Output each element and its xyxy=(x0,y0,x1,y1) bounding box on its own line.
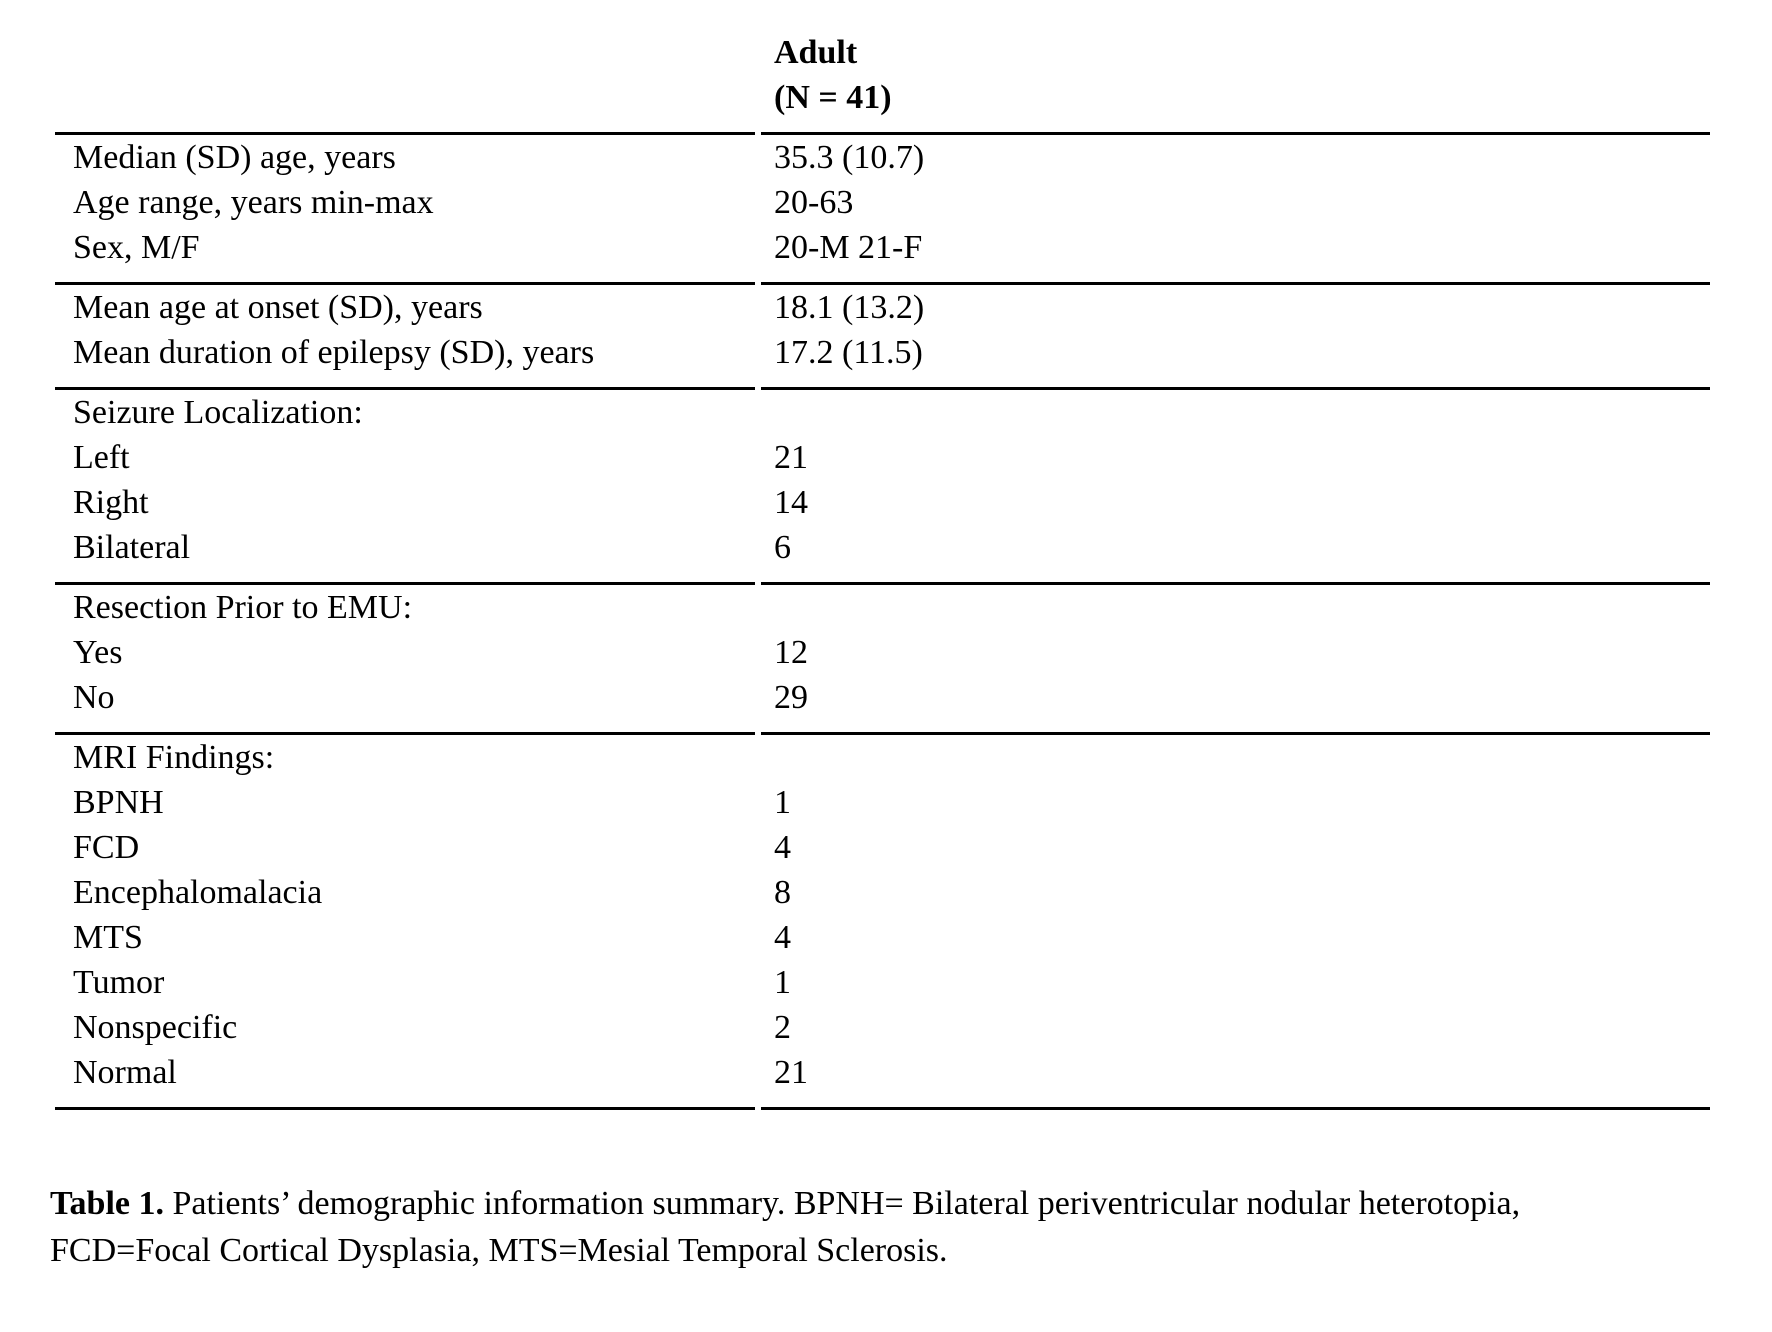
table-row: Sex, M/F 20-M 21-F xyxy=(55,225,1710,285)
table-row: Median (SD) age, years 35.3 (10.7) xyxy=(55,135,1710,180)
section-label: Resection Prior to EMU: xyxy=(73,589,413,626)
caption-text: Patients’ demographic information summar… xyxy=(50,1185,1521,1269)
table-row: Normal 21 xyxy=(55,1050,1710,1110)
table-row: Bilateral 6 xyxy=(55,525,1710,585)
column-header-line2: (N = 41) xyxy=(761,75,1710,135)
row-value: 14 xyxy=(774,484,808,521)
row-label: Nonspecific xyxy=(73,1009,238,1046)
row-value: 2 xyxy=(774,1009,791,1046)
row-label: Normal xyxy=(55,1050,755,1110)
table-row: FCD 4 xyxy=(55,825,1710,870)
header-spacer-cell xyxy=(55,30,755,75)
row-value xyxy=(761,585,1710,630)
table-row: Tumor 1 xyxy=(55,960,1710,1005)
table-row: Mean duration of epilepsy (SD), years 17… xyxy=(55,330,1710,390)
row-value: 18.1 (13.2) xyxy=(774,289,925,326)
table-row: Yes 12 xyxy=(55,630,1710,675)
table-row: Mean age at onset (SD), years 18.1 (13.2… xyxy=(55,285,1710,330)
row-value: 12 xyxy=(774,634,808,671)
section-label: MRI Findings: xyxy=(73,739,275,776)
section-header-row: MRI Findings: xyxy=(55,735,1710,780)
row-value: 6 xyxy=(761,525,1710,585)
table-row: Nonspecific 2 xyxy=(55,1005,1710,1050)
row-value: 29 xyxy=(761,675,1710,735)
row-label: BPNH xyxy=(73,784,164,821)
row-label: FCD xyxy=(73,829,140,866)
row-value: 35.3 (10.7) xyxy=(774,139,925,176)
table-row: No 29 xyxy=(55,675,1710,735)
row-label: Encephalomalacia xyxy=(73,874,323,911)
group-seizure-localization: Seizure Localization: Left 21 Right 14 B… xyxy=(55,390,1710,585)
table-header: Adult (N = 41) xyxy=(55,30,1710,135)
group-resection-prior-emu: Resection Prior to EMU: Yes 12 No 29 xyxy=(55,585,1710,735)
row-value: 21 xyxy=(774,439,808,476)
table-row: MTS 4 xyxy=(55,915,1710,960)
row-label: Sex, M/F xyxy=(55,225,755,285)
row-label: MTS xyxy=(73,919,143,956)
table-caption: Table 1. Patients’ demographic informati… xyxy=(50,1180,1610,1274)
row-value: 4 xyxy=(774,919,791,956)
header-spacer-cell xyxy=(55,75,755,135)
row-label: Left xyxy=(73,439,130,476)
section-header-row: Resection Prior to EMU: xyxy=(55,585,1710,630)
row-label: Mean age at onset (SD), years xyxy=(73,289,483,326)
table-row: Encephalomalacia 8 xyxy=(55,870,1710,915)
header-row: (N = 41) xyxy=(55,75,1710,135)
row-label: Right xyxy=(73,484,149,521)
row-value xyxy=(761,390,1710,435)
row-value: 4 xyxy=(774,829,791,866)
row-label: Age range, years min-max xyxy=(73,184,434,221)
table-row: Age range, years min-max 20-63 xyxy=(55,180,1710,225)
row-value: 17.2 (11.5) xyxy=(761,330,1710,390)
row-label: Mean duration of epilepsy (SD), years xyxy=(55,330,755,390)
row-label: Median (SD) age, years xyxy=(73,139,396,176)
demographics-table: Adult (N = 41) Median (SD) age, years 35… xyxy=(49,30,1716,1110)
column-header-line1: Adult xyxy=(774,34,858,71)
group-onset-duration: Mean age at onset (SD), years 18.1 (13.2… xyxy=(55,285,1710,390)
section-header-row: Seizure Localization: xyxy=(55,390,1710,435)
table-row: Left 21 xyxy=(55,435,1710,480)
row-label: Bilateral xyxy=(55,525,755,585)
group-age: Median (SD) age, years 35.3 (10.7) Age r… xyxy=(55,135,1710,285)
table-row: BPNH 1 xyxy=(55,780,1710,825)
table-row: Right 14 xyxy=(55,480,1710,525)
row-value: 8 xyxy=(774,874,791,911)
group-mri-findings: MRI Findings: BPNH 1 FCD 4 Encephalomala… xyxy=(55,735,1710,1110)
row-value xyxy=(761,735,1710,780)
row-label: Tumor xyxy=(73,964,165,1001)
section-label: Seizure Localization: xyxy=(73,394,363,431)
demographics-table-container: Adult (N = 41) Median (SD) age, years 35… xyxy=(49,30,1716,1110)
row-value: 20-M 21-F xyxy=(761,225,1710,285)
row-label: Yes xyxy=(73,634,123,671)
row-value: 21 xyxy=(761,1050,1710,1110)
row-label: No xyxy=(55,675,755,735)
caption-label: Table 1. xyxy=(50,1185,165,1222)
header-row: Adult xyxy=(55,30,1710,75)
row-value: 1 xyxy=(774,784,791,821)
row-value: 1 xyxy=(774,964,791,1001)
row-value: 20-63 xyxy=(774,184,854,221)
